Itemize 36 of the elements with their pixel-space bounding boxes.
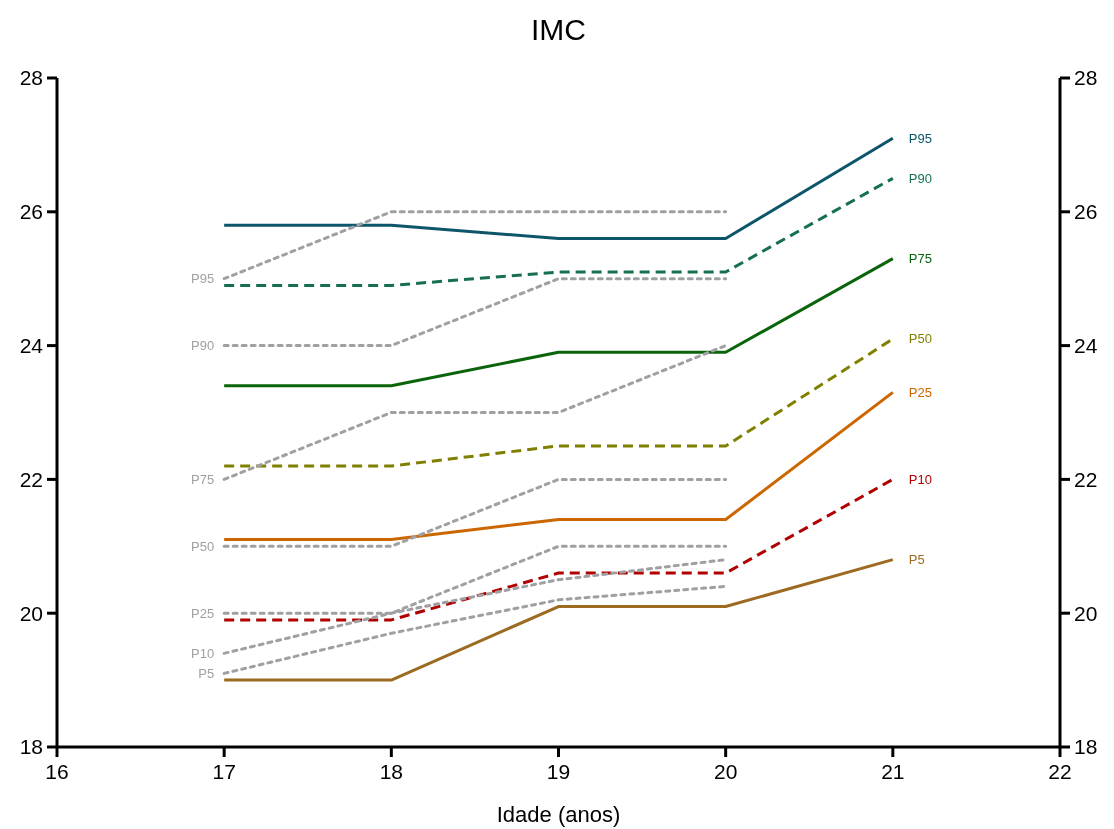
y2-tick-label: 28 — [1074, 66, 1098, 90]
series-label: P5 — [198, 665, 215, 681]
x-tick-label: 22 — [1048, 760, 1072, 783]
y2-tick-label: 20 — [1074, 601, 1098, 625]
series-label: P90 — [908, 170, 932, 186]
y2-tick-label: 24 — [1074, 333, 1098, 357]
x-tick-label: 18 — [379, 760, 404, 783]
series-label: P95 — [908, 130, 932, 146]
x-tick-label: 16 — [45, 760, 69, 783]
chart-title: IMC — [531, 13, 586, 46]
line-series — [222, 584, 728, 675]
x-tick-label: 17 — [212, 760, 236, 783]
series-label: P5 — [908, 552, 925, 568]
y-tick-label: 28 — [19, 66, 43, 90]
series-label: P25 — [191, 605, 215, 621]
series-label: P10 — [191, 645, 215, 661]
y-tick-label: 26 — [19, 200, 43, 224]
series-label: P75 — [191, 471, 215, 487]
series-label: P50 — [191, 538, 215, 554]
series-label: P75 — [908, 251, 932, 267]
series-label: P25 — [908, 384, 932, 400]
x-tick-label: 21 — [881, 760, 905, 783]
series-label: P90 — [191, 338, 215, 354]
series-label: P95 — [191, 271, 215, 287]
y2-tick-label: 18 — [1074, 735, 1098, 759]
y-tick-label: 20 — [19, 601, 43, 625]
y-tick-label: 18 — [19, 735, 43, 759]
x-tick-label: 20 — [713, 760, 738, 783]
y-tick-label: 24 — [19, 333, 44, 357]
x-axis-title: Idade (anos) — [496, 802, 621, 827]
series-label: P10 — [908, 471, 932, 487]
y-tick-label: 22 — [19, 467, 43, 491]
x-tick-label: 19 — [546, 760, 571, 783]
y2-tick-label: 26 — [1074, 200, 1098, 224]
y2-tick-label: 22 — [1074, 467, 1098, 491]
series-label: P50 — [908, 331, 932, 347]
